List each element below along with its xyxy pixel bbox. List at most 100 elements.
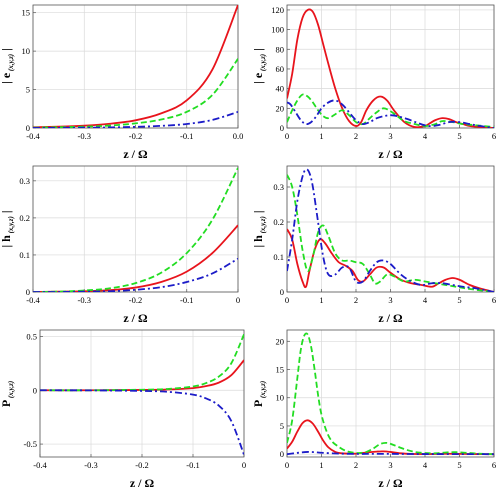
panel-p1: -0.4 -0.3 -0.2 -0.1 0.0 0 5 10 15 z / Ω | e (x,y,z… [0, 4, 244, 161]
y-axis-label: | e (x,y,z) | [0, 48, 15, 84]
y-axis-label-main: P [251, 400, 265, 407]
y-tick-label: 80 [276, 44, 285, 54]
y-axis-label-end: | [251, 211, 265, 217]
x-axis-label: z / Ω [130, 476, 155, 490]
x-tick-label: 2 [354, 295, 358, 305]
y-tick-label: 0.3 [19, 176, 30, 186]
y-tick-label: 10 [276, 393, 285, 403]
y-tick-label: 60 [276, 64, 285, 74]
x-axis-label: z / Ω [123, 311, 148, 325]
x-tick-label: -0.4 [26, 131, 40, 141]
series-line-z [287, 99, 494, 128]
panel-p3: -0.4 -0.3 -0.2 -0.1 0 0 0.1 0.2 0.3 z / Ω | h (x,y… [0, 165, 240, 325]
series-line-z [287, 451, 494, 456]
y-tick-label: 120 [271, 5, 284, 15]
y-axis-label-sub: (x,y,z) [259, 381, 267, 400]
x-tick-label: -0.2 [129, 295, 142, 305]
series-line-z [40, 389, 244, 456]
x-tick-label: -0.1 [180, 131, 193, 141]
y-tick-label: 0.2 [273, 217, 284, 227]
y-axis-label-sub: (x,y,z) [7, 381, 15, 400]
y-axis-label-main: | h [251, 235, 265, 248]
series-line-y [287, 174, 494, 292]
x-tick-label: 4 [423, 295, 428, 305]
x-tick-label: 1 [319, 131, 323, 141]
y-tick-label: 20 [276, 336, 285, 346]
x-tick-label: 3 [388, 460, 392, 470]
series-line-z [287, 168, 494, 292]
x-tick-label: 2 [354, 131, 358, 141]
x-tick-label: 2 [354, 460, 358, 470]
panel-p6: 0 1 2 3 4 5 6 0 5 10 15 20 z / Ω P (x,y,z) [251, 329, 496, 490]
x-tick-label: -0.3 [84, 460, 97, 470]
y-tick-label: 0 [26, 123, 30, 133]
x-tick-label: 0.0 [233, 131, 244, 141]
series-line-y [33, 167, 238, 292]
y-tick-label: 20 [276, 103, 285, 113]
y-axis-label: P (x,y,z) [251, 381, 267, 407]
x-axis-label: z / Ω [378, 147, 403, 161]
y-axis-label-sub: (x,y,z) [7, 54, 15, 73]
y-tick-label: 15 [22, 8, 31, 18]
x-tick-label: 0 [285, 131, 289, 141]
y-axis-label: P (x,y,z) [0, 381, 15, 407]
y-axis-label-sub: (x,y,z) [7, 216, 15, 235]
y-tick-label: -0.5 [24, 439, 37, 449]
y-tick-label: 40 [276, 84, 285, 94]
y-axis-label-end: | [251, 48, 265, 54]
x-tick-label: 4 [423, 131, 428, 141]
x-tick-label: 5 [457, 131, 461, 141]
y-tick-label: 0.3 [273, 182, 284, 192]
x-tick-label: 6 [492, 131, 496, 141]
x-tick-label: 3 [388, 295, 392, 305]
y-tick-label: 0 [33, 385, 37, 395]
x-tick-label: 5 [457, 295, 461, 305]
y-axis-label: | h (x,y,z) | [251, 211, 267, 248]
x-tick-label: -0.1 [180, 295, 193, 305]
x-tick-label: 3 [388, 131, 392, 141]
y-tick-label: 5 [280, 421, 284, 431]
x-axis-label: z / Ω [123, 147, 148, 161]
y-tick-label: 0 [26, 287, 30, 297]
panel-p4: 0 1 2 3 4 5 6 0 0.1 0.2 0.3 z / Ω | h (x,y,z) | [251, 165, 496, 325]
x-tick-label: 6 [492, 295, 496, 305]
x-tick-label: 1 [319, 460, 323, 470]
y-axis-label-end: | [0, 48, 13, 54]
y-axis-label-main: P [0, 400, 13, 407]
x-tick-label: -0.4 [26, 295, 40, 305]
x-tick-label: -0.4 [33, 460, 47, 470]
y-tick-label: 10 [22, 46, 31, 56]
series-line-y [287, 332, 494, 456]
x-tick-label: 4 [423, 460, 428, 470]
series-line-x [287, 8, 494, 128]
y-tick-label: 0 [280, 123, 284, 133]
y-tick-label: 15 [276, 365, 285, 375]
y-axis-label: | h (x,y,z) | [0, 211, 15, 248]
y-axis-label-sub: (x,y,z) [259, 54, 267, 73]
y-axis-label-end: | [0, 211, 13, 217]
x-tick-label: 0 [242, 460, 246, 470]
panel-p5: -0.4 -0.3 -0.2 -0.1 0 -0.5 0 0.5 z / Ω P (x,y,z) [0, 329, 246, 490]
y-axis-label-main: | e [0, 72, 13, 84]
x-axis-label: z / Ω [378, 476, 403, 490]
y-tick-label: 0.1 [19, 250, 30, 260]
x-tick-label: 6 [492, 460, 496, 470]
x-tick-label: 0 [236, 295, 240, 305]
y-tick-label: 5 [26, 85, 30, 95]
series-line-z [33, 257, 238, 292]
x-tick-label: -0.3 [78, 131, 91, 141]
y-tick-label: 0.5 [26, 331, 37, 341]
y-tick-label: 0 [280, 287, 284, 297]
series-line-y [33, 58, 238, 128]
y-axis-label-sub: (x,y,z) [259, 216, 267, 235]
y-axis-label-main: | e [251, 72, 265, 84]
y-tick-label: 0.1 [273, 252, 284, 262]
y-tick-label: 100 [271, 25, 284, 35]
series-line-z [33, 111, 238, 128]
y-axis-label: | e (x,y,z) | [251, 48, 267, 84]
x-axis-label: z / Ω [378, 311, 403, 325]
series-line-y [287, 93, 494, 128]
series-line-x [33, 5, 238, 128]
